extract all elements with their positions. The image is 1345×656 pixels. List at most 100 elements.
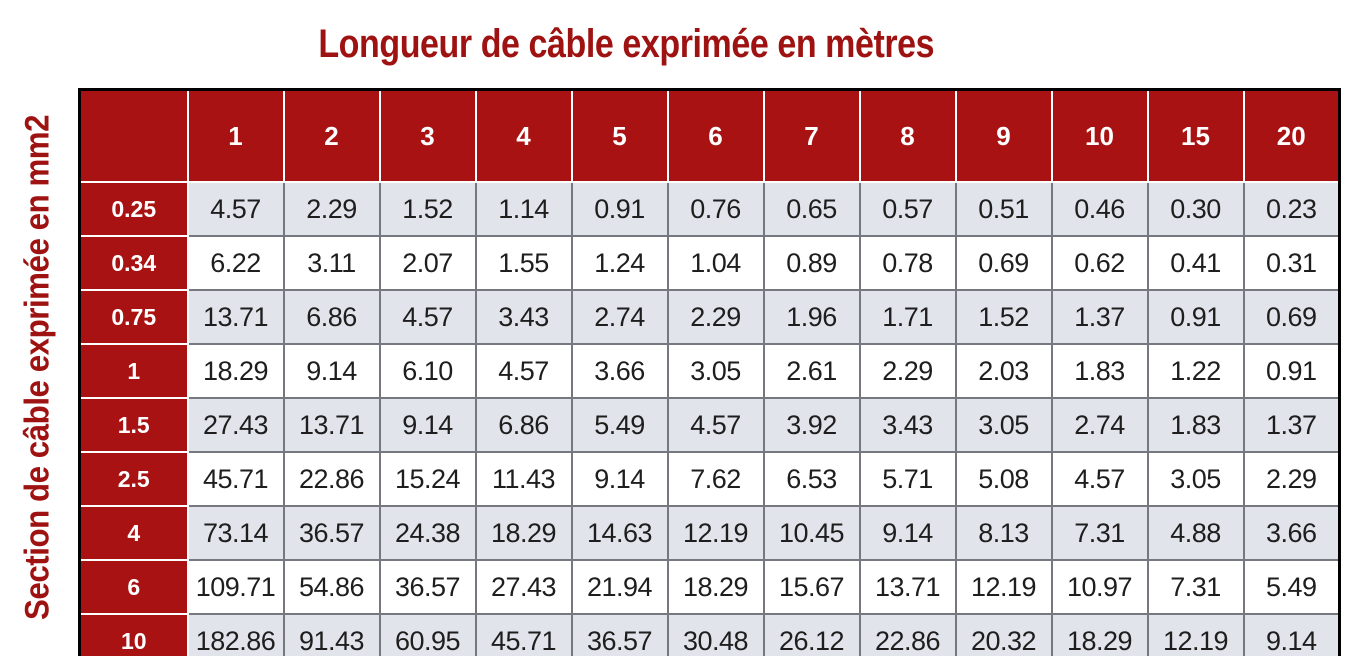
table-row: 1 18.29 9.14 6.10 4.57 3.66 3.05 2.61 2.29 2.03 1.… (78, 343, 1341, 399)
data-cell: 13.71 (282, 397, 381, 453)
data-cell: 2.74 (1050, 397, 1149, 453)
table-row: 6 109.71 54.86 36.57 27.43 21.94 18.29 15.67 13.… (78, 559, 1341, 615)
data-cell: 7.31 (1050, 505, 1149, 561)
data-cell: 0.41 (1146, 235, 1245, 291)
data-cell: 18.29 (474, 505, 573, 561)
data-cell: 13.71 (858, 559, 957, 615)
column-header: 9 (954, 88, 1053, 183)
data-cell: 60.95 (378, 613, 477, 656)
data-cell: 2.29 (1242, 451, 1341, 507)
data-cell: 45.71 (186, 451, 285, 507)
data-cell: 0.30 (1146, 181, 1245, 237)
table-title-text: Longueur de câble exprimée en mètres (318, 22, 935, 66)
row-header: 4 (78, 505, 189, 561)
row-header: 1 (78, 343, 189, 399)
data-cell: 3.66 (570, 343, 669, 399)
data-cell: 15.67 (762, 559, 861, 615)
data-cell: 54.86 (282, 559, 381, 615)
table-row: 0.25 4.57 2.29 1.52 1.14 0.91 0.76 0.65 0.57 0.51… (78, 181, 1341, 237)
data-cell: 1.71 (858, 289, 957, 345)
column-header: 15 (1146, 88, 1245, 183)
data-cell: 27.43 (186, 397, 285, 453)
data-cell: 22.86 (858, 613, 957, 656)
row-header: 0.25 (78, 181, 189, 237)
data-cell: 1.37 (1050, 289, 1149, 345)
data-cell: 18.29 (666, 559, 765, 615)
data-cell: 2.29 (666, 289, 765, 345)
data-cell: 24.38 (378, 505, 477, 561)
table-row: 10 182.86 91.43 60.95 45.71 36.57 30.48 26.12 22… (78, 613, 1341, 656)
data-cell: 18.29 (186, 343, 285, 399)
data-cell: 6.10 (378, 343, 477, 399)
data-cell: 0.51 (954, 181, 1053, 237)
data-cell: 2.07 (378, 235, 477, 291)
data-cell: 1.83 (1050, 343, 1149, 399)
data-cell: 0.91 (1242, 343, 1341, 399)
table-row: 0.34 6.22 3.11 2.07 1.55 1.24 1.04 0.89 0.78 0.69… (78, 235, 1341, 291)
row-header: 2.5 (78, 451, 189, 507)
data-cell: 12.19 (954, 559, 1053, 615)
table-title: Longueur de câble exprimée en mètres (0, 22, 1253, 66)
data-cell: 9.14 (1242, 613, 1341, 656)
column-header: 10 (1050, 88, 1149, 183)
table-row: 0.75 13.71 6.86 4.57 3.43 2.74 2.29 1.96 1.71 1.5… (78, 289, 1341, 345)
data-cell: 1.55 (474, 235, 573, 291)
column-header: 2 (282, 88, 381, 183)
data-cell: 4.57 (378, 289, 477, 345)
data-cell: 45.71 (474, 613, 573, 656)
row-header: 6 (78, 559, 189, 615)
data-cell: 3.05 (666, 343, 765, 399)
table-row: 2.5 45.71 22.86 15.24 11.43 9.14 7.62 6.53 5.71 5… (78, 451, 1341, 507)
data-cell: 5.71 (858, 451, 957, 507)
data-cell: 2.29 (282, 181, 381, 237)
row-axis-label: Section de câble exprimée en mm2 (18, 114, 57, 620)
data-cell: 0.78 (858, 235, 957, 291)
data-cell: 1.83 (1146, 397, 1245, 453)
data-cell: 3.05 (954, 397, 1053, 453)
column-header: 5 (570, 88, 669, 183)
header-row: 1 2 3 4 5 6 7 8 9 10 15 20 (78, 88, 1341, 183)
data-cell: 12.19 (666, 505, 765, 561)
data-cell: 0.91 (1146, 289, 1245, 345)
data-cell: 5.08 (954, 451, 1053, 507)
data-cell: 9.14 (378, 397, 477, 453)
data-cell: 9.14 (570, 451, 669, 507)
data-cell: 3.43 (858, 397, 957, 453)
data-cell: 3.92 (762, 397, 861, 453)
data-cell: 20.32 (954, 613, 1053, 656)
data-cell: 182.86 (186, 613, 285, 656)
data-cell: 14.63 (570, 505, 669, 561)
data-cell: 1.96 (762, 289, 861, 345)
data-cell: 8.13 (954, 505, 1053, 561)
data-cell: 0.62 (1050, 235, 1149, 291)
data-cell: 4.57 (1050, 451, 1149, 507)
data-cell: 4.57 (474, 343, 573, 399)
row-header: 0.75 (78, 289, 189, 345)
column-header: 6 (666, 88, 765, 183)
data-cell: 1.52 (954, 289, 1053, 345)
data-cell: 7.31 (1146, 559, 1245, 615)
data-cell: 1.24 (570, 235, 669, 291)
data-cell: 0.69 (1242, 289, 1341, 345)
data-cell: 2.74 (570, 289, 669, 345)
data-cell: 26.12 (762, 613, 861, 656)
row-header: 10 (78, 613, 189, 656)
data-cell: 6.86 (282, 289, 381, 345)
row-header: 0.34 (78, 235, 189, 291)
table-row: 4 73.14 36.57 24.38 18.29 14.63 12.19 10.45 9.14… (78, 505, 1341, 561)
data-cell: 3.11 (282, 235, 381, 291)
data-cell: 3.05 (1146, 451, 1245, 507)
data-cell: 1.04 (666, 235, 765, 291)
data-cell: 10.97 (1050, 559, 1149, 615)
data-cell: 0.65 (762, 181, 861, 237)
data-cell: 1.52 (378, 181, 477, 237)
column-header: 7 (762, 88, 861, 183)
data-cell: 5.49 (570, 397, 669, 453)
data-cell: 4.57 (666, 397, 765, 453)
data-cell: 18.29 (1050, 613, 1149, 656)
data-cell: 109.71 (186, 559, 285, 615)
data-cell: 36.57 (378, 559, 477, 615)
data-cell: 6.53 (762, 451, 861, 507)
data-cell: 2.03 (954, 343, 1053, 399)
